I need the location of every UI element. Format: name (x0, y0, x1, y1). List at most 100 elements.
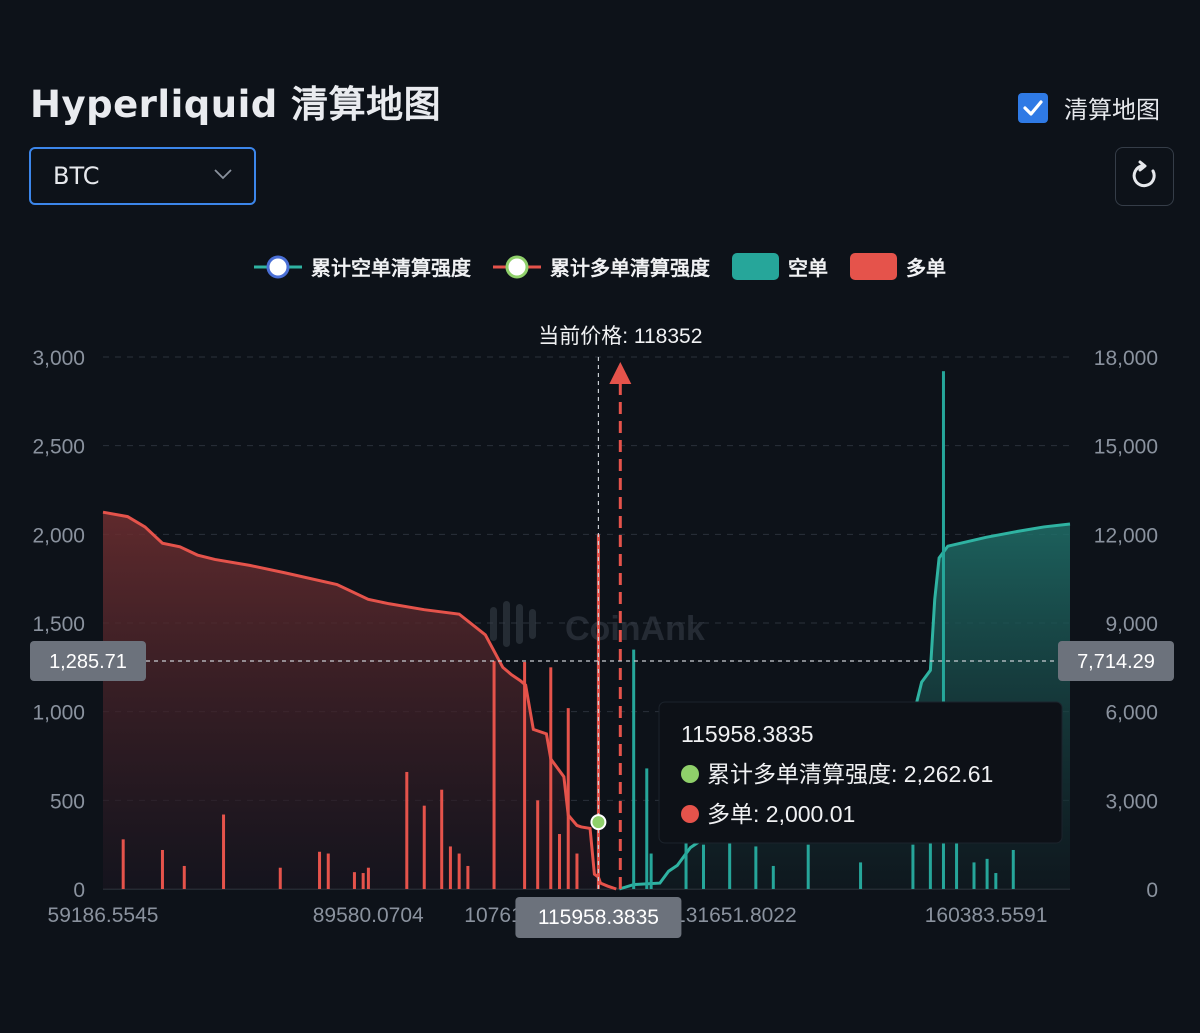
long-bar (121, 839, 125, 889)
crosshair-point (590, 814, 607, 831)
x-tick-label: 160383.5591 (925, 904, 1048, 927)
chart-legend: 累计空单清算强度 累计多单清算强度 空单 多单 (0, 252, 1200, 281)
y-right-tick-label: 9,000 (1105, 613, 1158, 636)
short-bar (728, 834, 732, 889)
x-tick-label: 131651.8022 (674, 904, 797, 927)
x-tick-label: 59186.5545 (48, 904, 159, 927)
y-left-tick-label: 1,000 (32, 702, 85, 725)
long-bar (160, 849, 164, 889)
legend-item-short[interactable]: 空单 (732, 252, 828, 281)
refresh-button[interactable] (1115, 147, 1174, 206)
legend-label: 空单 (788, 256, 828, 280)
short-bar (806, 844, 810, 889)
legend-label: 累计多单清算强度 (550, 256, 710, 280)
y-left-tick-label: 3,000 (32, 347, 85, 370)
long-bar (405, 771, 409, 889)
short-bar (985, 858, 989, 889)
y-left-tick-label: 2,000 (32, 524, 85, 547)
long-bar (549, 667, 553, 889)
short-bar (645, 768, 649, 889)
long-bar (575, 853, 579, 889)
legend-label: 累计空单清算强度 (311, 256, 471, 280)
short-bar (928, 814, 932, 889)
check-icon[interactable] (1018, 92, 1048, 123)
y-left-tick-label: 1,500 (32, 613, 85, 636)
legend-line-marker (254, 255, 302, 278)
tooltip-dot (681, 805, 699, 823)
short-bar (994, 873, 998, 889)
legend-label: 多单 (906, 256, 946, 280)
liquidation-map-toggle[interactable]: 清算地图 (1018, 90, 1160, 125)
long-bar (361, 873, 365, 889)
y-left-tick-label: 500 (50, 790, 85, 813)
long-bar (466, 865, 470, 889)
coin-select-value: BTC (53, 162, 100, 190)
x-tick-label: 89580.0704 (313, 904, 424, 927)
page-title: Hyperliquid 清算地图 (30, 83, 442, 126)
short-bar (911, 844, 915, 889)
long-cumulative-line (102, 510, 617, 891)
long-bar (366, 867, 370, 889)
long-bar (457, 853, 461, 889)
chevron-down-icon (212, 163, 234, 191)
x-highlight-tag (515, 897, 682, 938)
current-price-arrow (609, 362, 632, 384)
short-bar (754, 846, 758, 889)
short-bar (632, 649, 636, 889)
short-bar (701, 844, 705, 889)
short-bar (771, 865, 775, 889)
tooltip-dot (681, 765, 699, 783)
y-right-tick-label: 0 (1146, 879, 1158, 902)
coinank-logo (529, 609, 536, 639)
coin-select[interactable]: BTC (29, 147, 256, 205)
long-bar (440, 789, 444, 889)
crosshair-right-tag (1058, 641, 1174, 682)
legend-item-short-cumulative[interactable]: 累计空单清算强度 (254, 252, 471, 281)
y-left-tick-label: 0 (73, 879, 85, 902)
y-left-tick-label: 2,500 (32, 436, 85, 459)
long-bar (566, 708, 570, 889)
y-right-tick-label: 3,000 (1105, 790, 1158, 813)
current-price-label: 当前价格: 118352 (538, 325, 702, 348)
long-bar (326, 853, 330, 889)
long-bar (422, 805, 426, 889)
short-bar (972, 862, 976, 889)
tooltip-row: 多单: 2,000.01 (707, 801, 855, 827)
long-bar (523, 662, 527, 889)
coinank-logo (503, 601, 510, 647)
y-right-tick-label: 18,000 (1094, 347, 1158, 370)
x-highlight-value: 115958.3835 (538, 906, 659, 929)
long-bar (278, 867, 282, 889)
long-bar (318, 851, 322, 889)
short-bar (859, 862, 863, 889)
tooltip-row: 累计多单清算强度: 2,262.61 (707, 761, 993, 787)
long-bar (222, 814, 226, 889)
long-cumulative-area (103, 512, 617, 889)
y-right-tick-label: 15,000 (1094, 436, 1158, 459)
long-bar (492, 661, 496, 889)
short-bar (1011, 849, 1015, 889)
crosshair-right-value: 7,714.29 (1077, 651, 1155, 673)
y-right-tick-label: 12,000 (1094, 524, 1158, 547)
watermark-text: CoinAnk (565, 610, 705, 648)
tooltip-title: 115958.3835 (681, 721, 814, 747)
coinank-logo (516, 604, 523, 644)
crosshair-left-tag (30, 641, 146, 682)
legend-bar-marker (732, 253, 779, 280)
short-bar (684, 841, 688, 889)
long-bar (352, 872, 356, 889)
long-bar (558, 834, 562, 889)
legend-item-long-cumulative[interactable]: 累计多单清算强度 (493, 252, 710, 281)
legend-line-marker (493, 255, 541, 278)
short-bar (941, 371, 945, 890)
long-bar (182, 865, 186, 889)
legend-item-long[interactable]: 多单 (850, 252, 946, 281)
y-right-tick-label: 6,000 (1105, 702, 1158, 725)
tooltip-box (658, 701, 1063, 844)
long-bar (448, 846, 452, 889)
toggle-label: 清算地图 (1064, 96, 1160, 124)
short-bar (649, 853, 653, 889)
long-bar (536, 800, 540, 889)
coinank-logo (490, 607, 497, 641)
